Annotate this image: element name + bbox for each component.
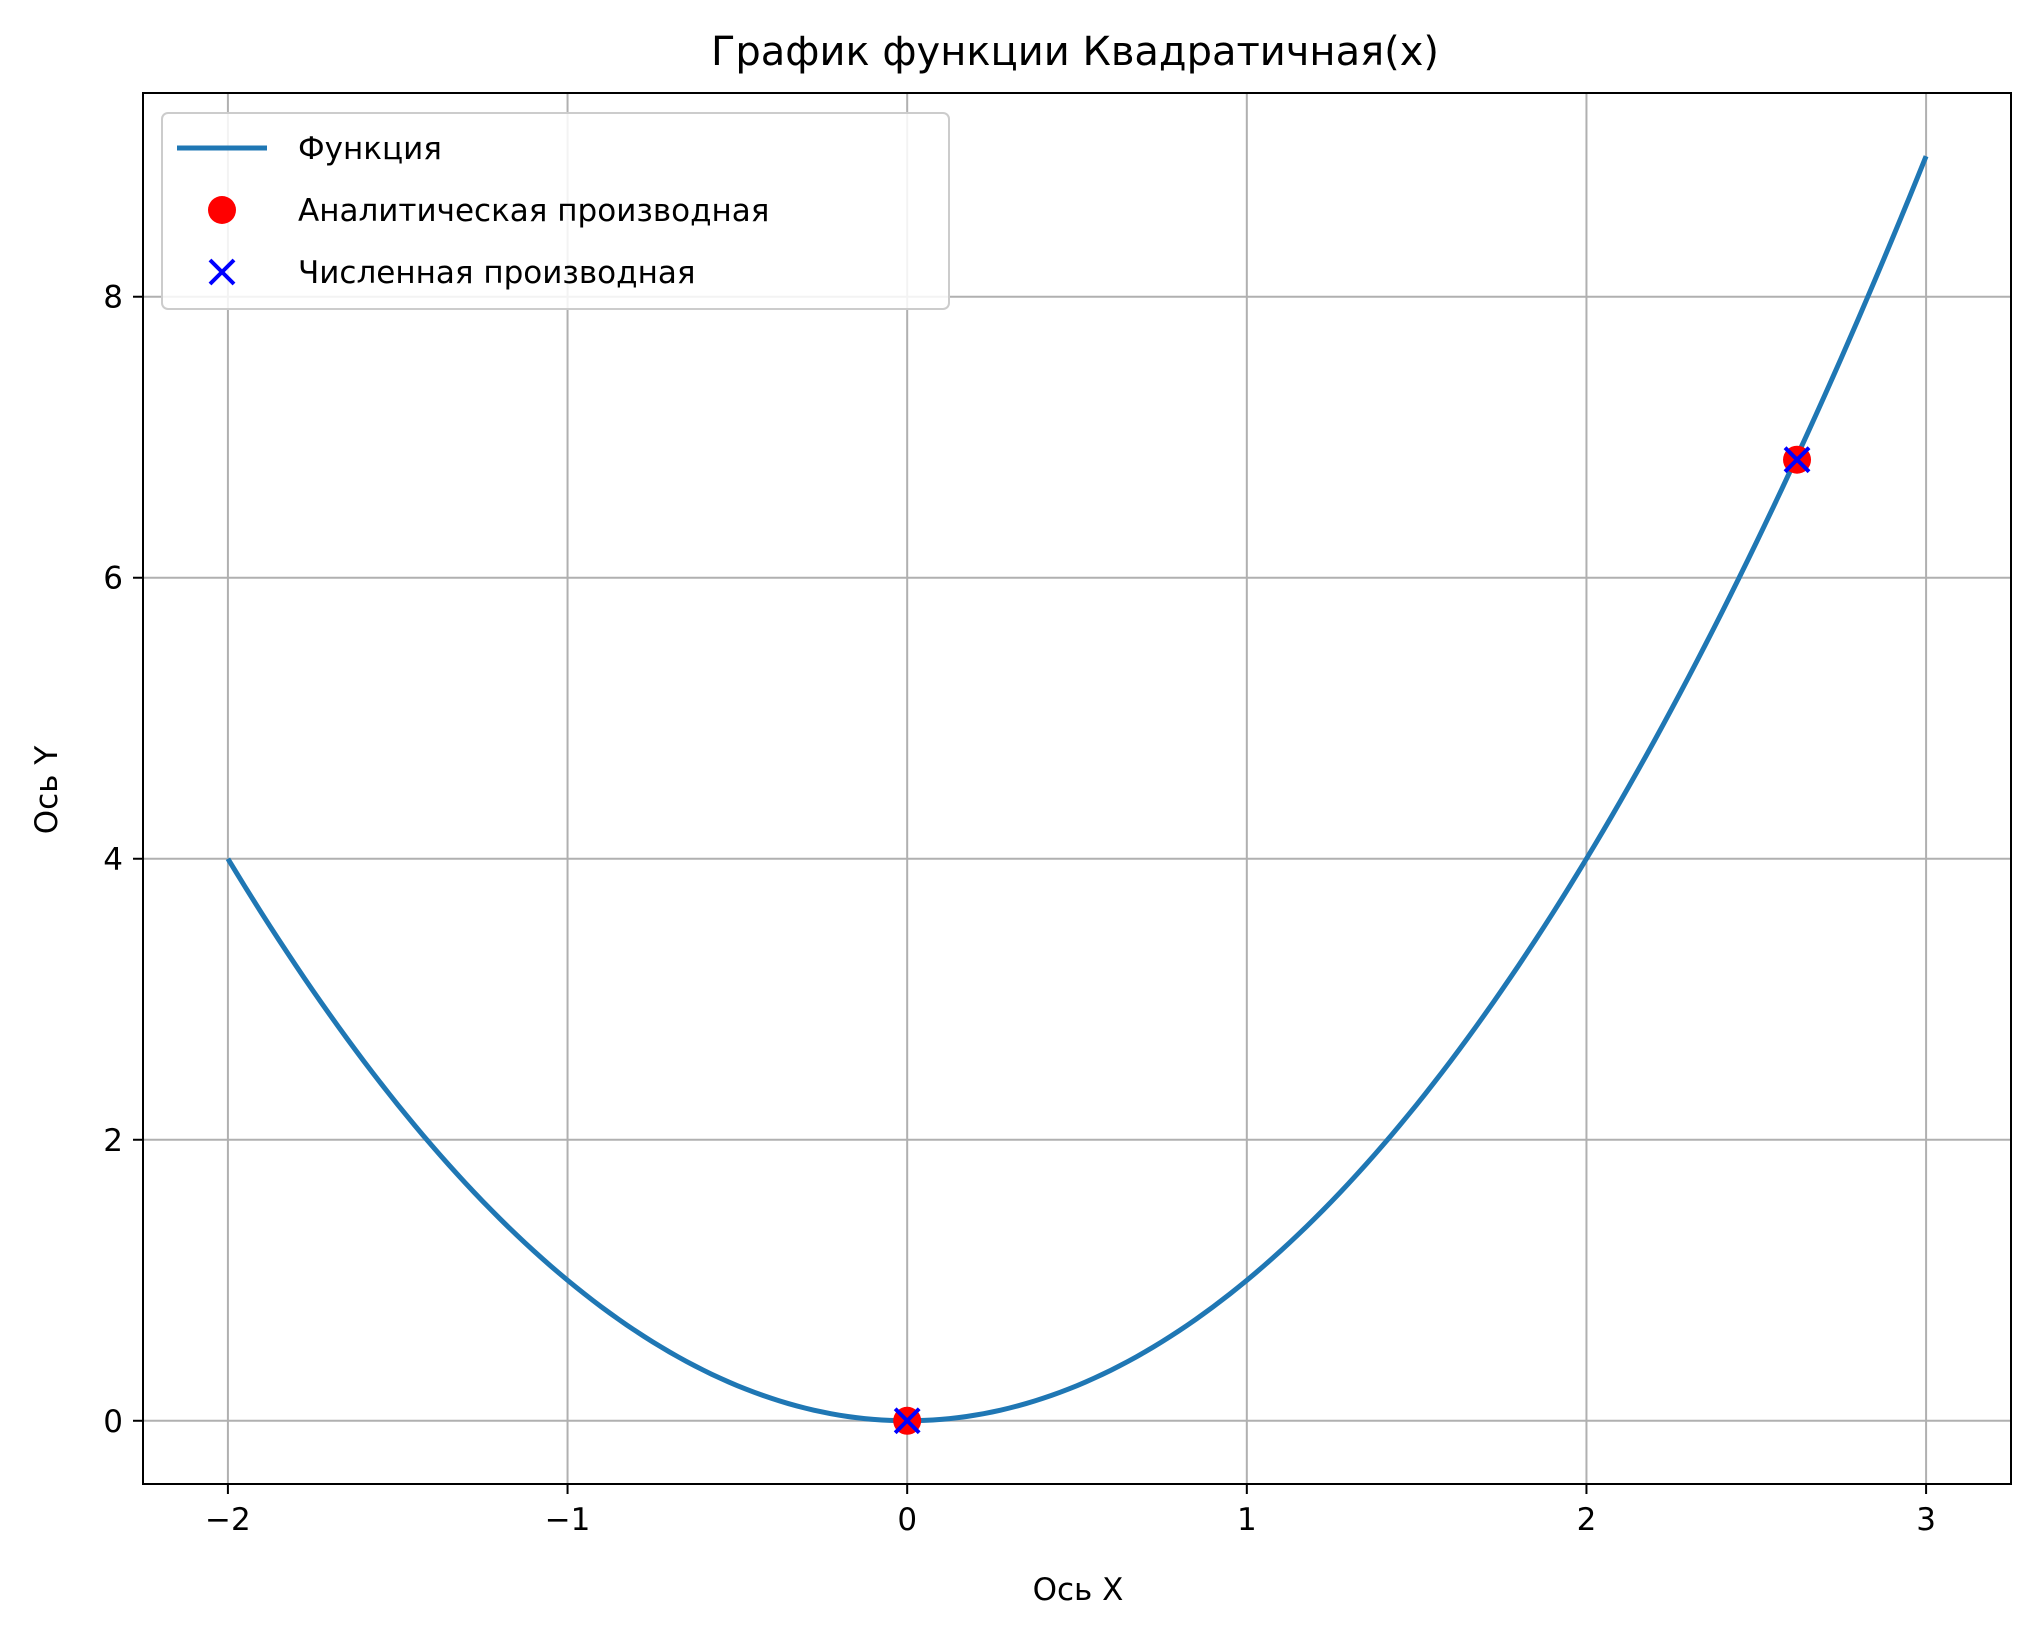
x-tick-label: 1 xyxy=(1237,1502,1257,1538)
axes-frame xyxy=(142,92,2012,1485)
numeric-derivative-point xyxy=(893,1407,921,1435)
legend: Функция Аналитическая производная Численна… xyxy=(161,112,950,310)
legend-circle-handle xyxy=(208,196,236,224)
legend-label: Численная производная xyxy=(298,255,696,291)
grid xyxy=(143,93,2011,1484)
legend-label: Аналитическая производная xyxy=(298,193,769,229)
chart-title: График функции Квадратичная(x) xyxy=(711,29,1439,75)
y-tick-label: 6 xyxy=(103,561,123,597)
numeric-derivative-point xyxy=(1783,446,1811,474)
marker-stroke xyxy=(1783,446,1811,474)
x-tick-label: 3 xyxy=(1916,1502,1936,1538)
x-tick-label: 2 xyxy=(1577,1502,1597,1538)
y-axis-label: Ось Y xyxy=(29,746,65,835)
marker-stroke xyxy=(893,1407,921,1435)
plot-series xyxy=(225,155,1929,1435)
y-tick-label: 4 xyxy=(103,842,123,878)
legend-x-handle xyxy=(208,258,236,286)
y-tick-label: 0 xyxy=(103,1404,123,1440)
legend-label: Функция xyxy=(298,131,442,167)
y-tick-label: 2 xyxy=(103,1123,123,1159)
x-tick-label: −1 xyxy=(545,1502,591,1538)
marker-stroke xyxy=(208,258,236,286)
legend-box xyxy=(161,112,950,310)
function-line xyxy=(225,155,1929,1424)
axis-ticks: −2 −1 0 1 2 3 0 2 4 6 8 xyxy=(103,280,1936,1538)
x-tick-label: −2 xyxy=(205,1502,251,1538)
y-tick-label: 8 xyxy=(103,280,123,316)
x-tick-label: 0 xyxy=(897,1502,917,1538)
x-axis-label: Ось X xyxy=(1033,1572,1124,1608)
